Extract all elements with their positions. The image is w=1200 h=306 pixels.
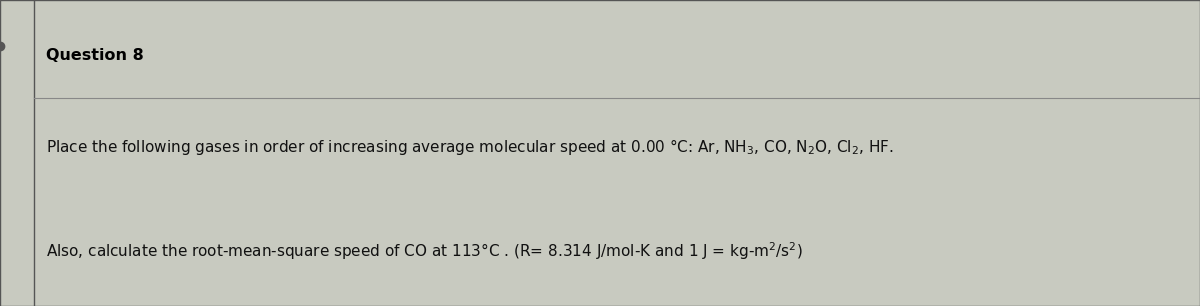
Text: Question 8: Question 8: [46, 47, 143, 63]
Text: Place the following gases in order of increasing average molecular speed at 0.00: Place the following gases in order of in…: [46, 137, 893, 157]
Text: Also, calculate the root-mean-square speed of CO at 113°C . (R= 8.314 J/mol-K an: Also, calculate the root-mean-square spe…: [46, 240, 803, 262]
